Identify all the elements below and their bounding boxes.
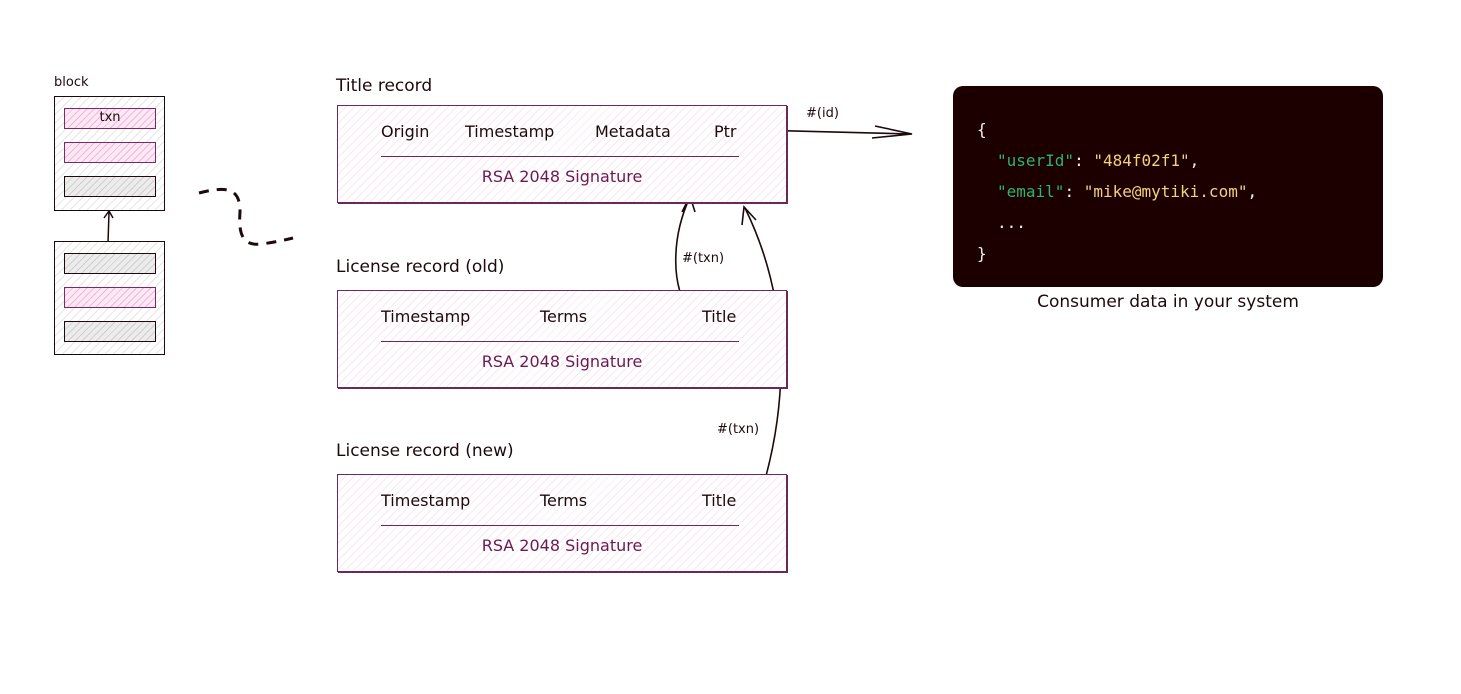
field-terms: Terms <box>540 307 588 326</box>
consumer-data-code-block: { "userId": "484f02f1", "email": "mike@m… <box>953 86 1383 287</box>
divider <box>381 341 739 342</box>
id-hash-label: #(id) <box>806 106 839 121</box>
json-key: "email" <box>997 182 1065 201</box>
code-open-brace: { <box>977 120 987 139</box>
field-timestamp: Timestamp <box>465 122 555 141</box>
txn-pink <box>64 142 156 163</box>
txn-gray <box>64 253 156 274</box>
txn-hash-label-1: #(txn) <box>682 251 725 266</box>
field-origin: Origin <box>381 122 430 141</box>
txn-pink <box>64 287 156 308</box>
txn-hash-label-2: #(txn) <box>717 422 760 437</box>
code-line-email: "email": "mike@mytiki.com", <box>997 182 1258 201</box>
txn-gray <box>64 321 156 342</box>
field-timestamp: Timestamp <box>381 491 471 510</box>
title-record: Origin Timestamp Metadata Ptr RSA 2048 S… <box>337 105 787 203</box>
divider <box>381 525 739 526</box>
json-value: "mike@mytiki.com" <box>1083 182 1248 201</box>
license-new-heading: License record (new) <box>336 441 514 461</box>
dashed-squiggle <box>198 187 294 246</box>
block-label: block <box>54 75 89 90</box>
txn-gray <box>64 176 156 197</box>
field-metadata: Metadata <box>595 122 671 141</box>
field-terms: Terms <box>540 491 588 510</box>
block-top: txn <box>54 96 165 211</box>
signature: RSA 2048 Signature <box>481 352 643 371</box>
signature: RSA 2048 Signature <box>481 536 643 555</box>
json-key: "userId" <box>997 151 1075 170</box>
license-old-heading: License record (old) <box>336 257 505 277</box>
code-line-userid: "userId": "484f02f1", <box>997 151 1200 170</box>
field-timestamp: Timestamp <box>381 307 471 326</box>
signature: RSA 2048 Signature <box>481 167 643 186</box>
code-ellipsis: ... <box>997 213 1026 232</box>
title-record-heading: Title record <box>336 76 433 96</box>
txn-highlighted: txn <box>64 108 156 129</box>
code-close-brace: } <box>977 244 987 263</box>
block-link-arrow <box>103 209 114 244</box>
consumer-caption: Consumer data in your system <box>1037 292 1299 312</box>
divider <box>381 156 739 157</box>
license-record-new: Timestamp Terms Title RSA 2048 Signature <box>337 474 787 572</box>
license-record-old: Timestamp Terms Title RSA 2048 Signature <box>337 290 787 388</box>
json-value: "484f02f1" <box>1093 151 1190 170</box>
field-ptr: Ptr <box>714 122 737 141</box>
block-bottom <box>54 241 165 355</box>
field-title: Title <box>702 491 737 510</box>
field-title: Title <box>702 307 737 326</box>
